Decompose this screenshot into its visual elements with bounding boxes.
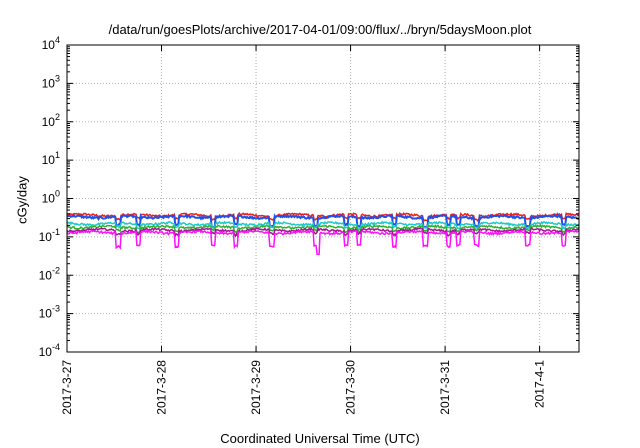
x-tick-label: 2017-3-29 xyxy=(249,360,263,415)
series-line xyxy=(66,220,580,231)
y-tick-label: 103 xyxy=(42,73,60,90)
y-tick-label: 102 xyxy=(42,112,60,129)
series-line xyxy=(66,223,580,236)
y-tick-label: 104 xyxy=(42,35,60,52)
y-tick-label: 10-1 xyxy=(39,227,60,244)
y-axis-label: cGy/day xyxy=(14,176,30,224)
y-tick-label: 101 xyxy=(42,150,60,167)
plot-frame xyxy=(66,44,580,353)
chart-title: /data/run/goesPlots/archive/2017-04-01/0… xyxy=(108,22,532,37)
grid-lines xyxy=(67,45,579,352)
x-tick-label: 2017-4-1 xyxy=(533,360,547,408)
x-tick-label: 2017-3-30 xyxy=(344,360,358,415)
series-line xyxy=(66,226,579,238)
x-axis-label: Coordinated Universal Time (UTC) xyxy=(220,431,420,446)
y-tick-label: 10-2 xyxy=(39,265,60,282)
series-lines xyxy=(66,211,580,256)
y-tick-label: 100 xyxy=(42,189,60,206)
x-tick-label: 2017-3-28 xyxy=(155,360,169,415)
axis-ticks: 10-4 10-3 10-2 10-1 100 101 102 103 104 2017-3-27… xyxy=(39,35,579,415)
x-tick-label: 2017-3-31 xyxy=(438,360,452,415)
y-tick-label: 10-3 xyxy=(39,304,60,321)
series-line xyxy=(66,212,580,231)
x-tick-label: 2017-3-27 xyxy=(60,360,74,415)
series-line xyxy=(66,228,579,256)
y-tick-label: 10-4 xyxy=(39,342,60,359)
